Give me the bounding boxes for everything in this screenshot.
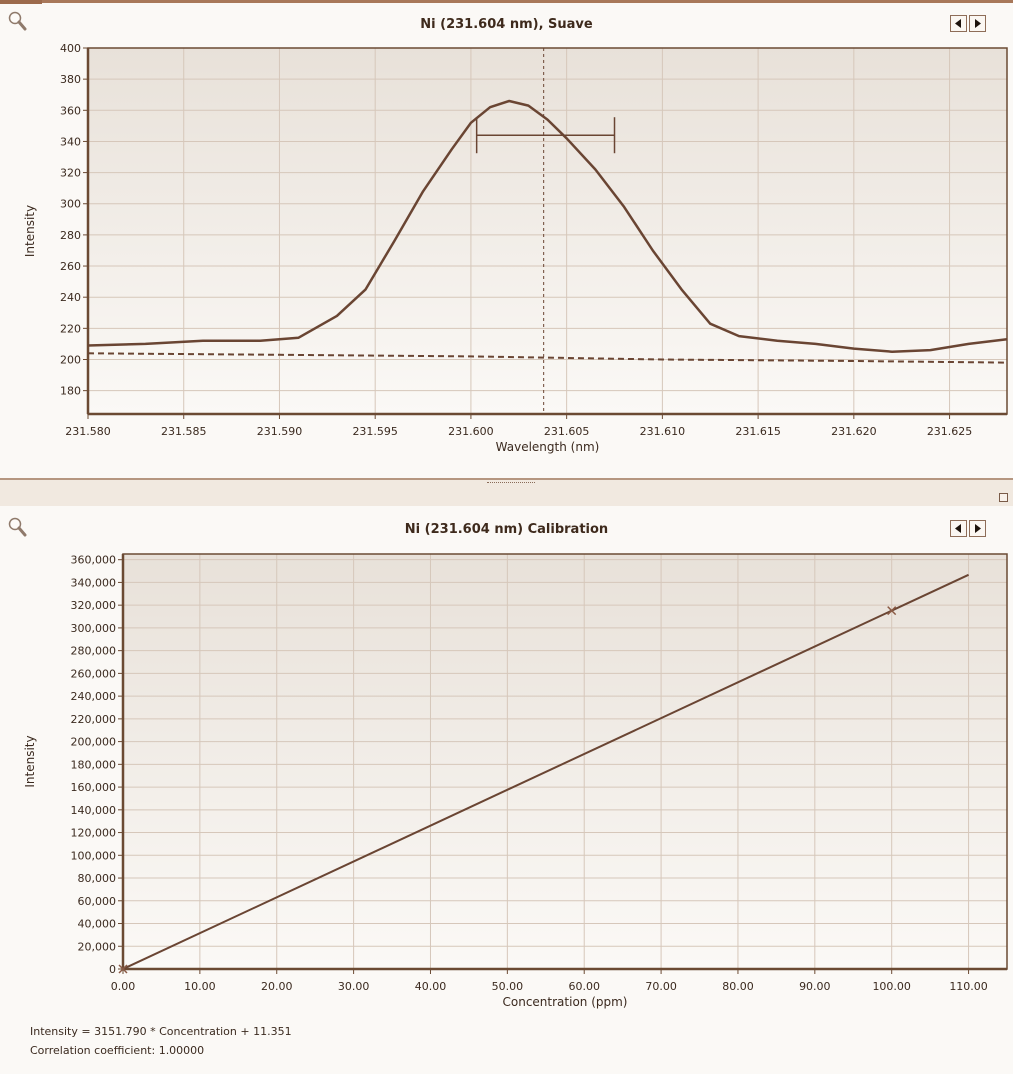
x-tick-label: 100.00 (872, 980, 911, 993)
calibration-nav (950, 520, 986, 537)
y-tick-label: 320 (60, 167, 81, 180)
x-tick-label: 231.605 (544, 425, 590, 438)
y-axis-label: Intensity (23, 205, 37, 257)
y-tick-label: 220 (60, 322, 81, 335)
y-tick-label: 320,000 (71, 599, 117, 612)
x-tick-label: 60.00 (568, 980, 600, 993)
arrow-left-icon[interactable] (950, 520, 967, 537)
calibration-equation: Intensity = 3151.790 * Concentration + 1… (30, 1025, 292, 1038)
x-tick-label: 231.615 (735, 425, 781, 438)
arrow-right-icon[interactable] (969, 520, 986, 537)
spectrum-panel: Ni (231.604 nm), Suave 231.580 231.585 231… (0, 0, 1013, 478)
x-tick-label: 231.600 (448, 425, 494, 438)
y-tick-label: 220,000 (71, 713, 117, 726)
spectrum-chart[interactable]: 231.580 231.585 231.590 231.595 231.600 231.6… (0, 0, 1013, 478)
y-tick-label: 400 (60, 42, 81, 55)
y-tick-label: 200,000 (71, 736, 117, 749)
x-tick-label: 231.585 (161, 425, 207, 438)
x-tick-label: 231.595 (352, 425, 398, 438)
splitter-grip[interactable] (487, 482, 535, 486)
y-tick-label: 240,000 (71, 690, 117, 703)
x-tick-label: 231.625 (927, 425, 973, 438)
panel-tab-indicator (0, 0, 42, 4)
background-series-line (87, 352, 1008, 364)
y-axis-label: Intensity (23, 735, 37, 787)
y-tick-label: 360,000 (71, 554, 117, 567)
spectrum-nav (950, 15, 986, 32)
y-tick-label: 20,000 (78, 940, 117, 953)
magnifier-icon[interactable] (8, 516, 28, 538)
x-tick-label: 231.610 (640, 425, 686, 438)
y-tick-label: 260,000 (71, 667, 117, 680)
x-tick-label: 231.620 (831, 425, 877, 438)
y-tick-label: 180 (60, 385, 81, 398)
x-tick-label: 10.00 (184, 980, 216, 993)
magnifier-icon[interactable] (8, 10, 28, 32)
y-tick-label: 40,000 (78, 918, 117, 931)
x-tick-label: 80.00 (722, 980, 754, 993)
x-tick-label: 40.00 (415, 980, 447, 993)
y-tick-label: 300 (60, 198, 81, 211)
calibration-chart[interactable]: 0.00 10.00 20.00 30.00 40.00 50.00 60.00 70.00 8… (0, 506, 1013, 1011)
y-tick-label: 280 (60, 229, 81, 242)
y-tick-label: 360 (60, 104, 81, 117)
y-tick-label: 260 (60, 260, 81, 273)
y-tick-label: 300,000 (71, 622, 117, 635)
x-tick-label: 30.00 (338, 980, 370, 993)
y-tick-label: 140,000 (71, 804, 117, 817)
y-tick-label: 240 (60, 291, 81, 304)
spectrum-series-line (87, 99, 1008, 353)
calibration-point-mark (887, 606, 897, 616)
calibration-title: Ni (231.604 nm) Calibration (404, 522, 609, 537)
y-tick-label: 80,000 (78, 872, 117, 885)
y-tick-label: 340,000 (71, 576, 117, 589)
spectrum-title: Ni (231.604 nm), Suave (420, 17, 593, 32)
x-axis-label: Concentration (ppm) (503, 995, 628, 1009)
correlation-coefficient: Correlation coefficient: 1.00000 (30, 1044, 205, 1057)
panel-top-border (0, 0, 1013, 3)
x-tick-label: 231.580 (65, 425, 111, 438)
y-tick-label: 100,000 (71, 849, 117, 862)
y-tick-label: 380 (60, 73, 81, 86)
arrow-left-icon[interactable] (950, 15, 967, 32)
arrow-right-icon[interactable] (969, 15, 986, 32)
collapse-icon[interactable] (999, 493, 1008, 502)
y-tick-label: 60,000 (78, 895, 117, 908)
x-tick-label: 90.00 (799, 980, 831, 993)
calibration-point-mark (118, 964, 128, 974)
y-tick-label: 280,000 (71, 645, 117, 658)
panel-splitter[interactable] (0, 478, 1013, 506)
y-tick-label: 160,000 (71, 781, 117, 794)
y-tick-label: 180,000 (71, 758, 117, 771)
x-axis-label: Wavelength (nm) (496, 440, 600, 454)
calibration-fit-line (122, 573, 969, 970)
x-tick-label: 0.00 (111, 980, 136, 993)
y-tick-label: 0 (109, 963, 116, 976)
x-tick-label: 20.00 (261, 980, 293, 993)
x-tick-label: 50.00 (492, 980, 524, 993)
calibration-panel: Ni (231.604 nm) Calibration 0.00 10.00 20.… (0, 506, 1013, 1074)
x-tick-label: 231.590 (257, 425, 303, 438)
x-tick-label: 110.00 (949, 980, 988, 993)
y-tick-label: 340 (60, 135, 81, 148)
y-tick-label: 120,000 (71, 827, 117, 840)
x-tick-label: 70.00 (645, 980, 677, 993)
y-tick-label: 200 (60, 353, 81, 366)
